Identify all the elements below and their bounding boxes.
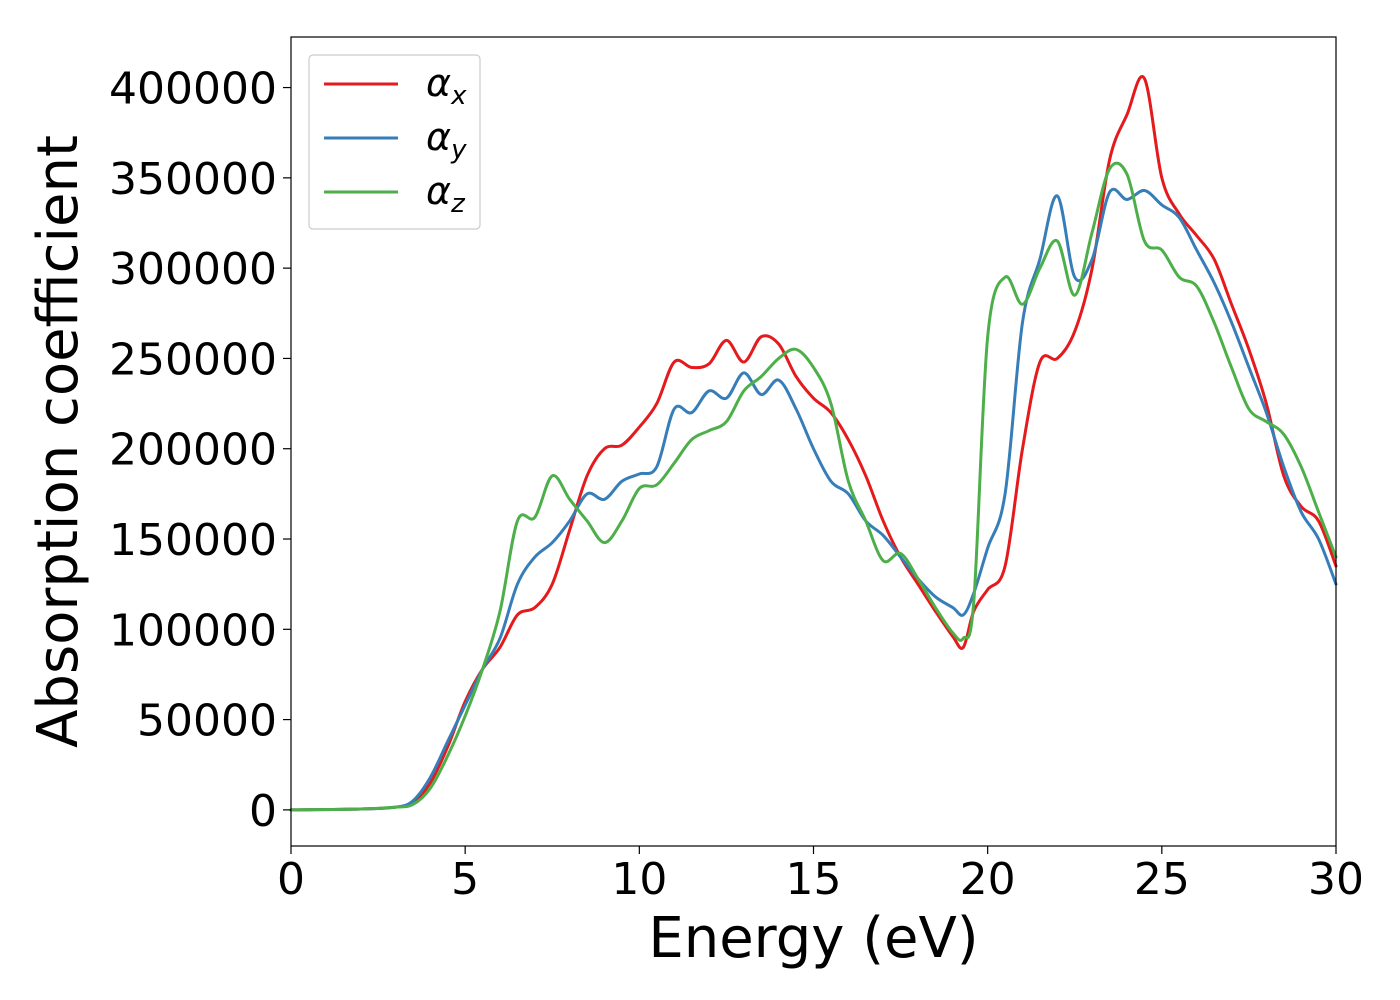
y-tick-label: 50000 xyxy=(137,696,277,747)
x-tick-label: 30 xyxy=(1308,854,1364,905)
x-tick-label: 15 xyxy=(786,854,842,905)
legend-box xyxy=(308,54,481,230)
x-tick-label: 25 xyxy=(1134,854,1190,905)
y-tick-label: 250000 xyxy=(109,334,277,385)
y-axis-title: Absorption coefficient xyxy=(26,135,91,748)
series-line-z xyxy=(289,161,1338,812)
y-tick-label: 200000 xyxy=(109,425,277,476)
y-tick-label: 300000 xyxy=(109,244,277,295)
plot-lines xyxy=(289,75,1338,812)
x-tick-label: 0 xyxy=(277,854,305,905)
y-tick-label: 0 xyxy=(249,786,277,837)
series-line-x xyxy=(289,75,1338,812)
y-axis-ticks: 0 50000 100000 150000 200000 250000 300000 3500… xyxy=(109,64,291,837)
legend-label-y: αy xyxy=(426,115,467,165)
x-axis-ticks: 0 5 10 15 20 25 30 xyxy=(277,846,1364,905)
y-tick-label: 400000 xyxy=(109,64,277,115)
x-axis-title: Energy (eV) xyxy=(648,906,978,971)
legend-label-z: αz xyxy=(426,169,466,219)
legend-label-x: αx xyxy=(426,61,467,111)
y-tick-label: 350000 xyxy=(109,154,277,205)
series-line-y xyxy=(289,187,1338,812)
y-tick-label: 100000 xyxy=(109,605,277,656)
x-tick-label: 20 xyxy=(960,854,1016,905)
y-tick-label: 150000 xyxy=(109,515,277,566)
x-tick-label: 5 xyxy=(451,854,479,905)
x-tick-label: 10 xyxy=(611,854,667,905)
